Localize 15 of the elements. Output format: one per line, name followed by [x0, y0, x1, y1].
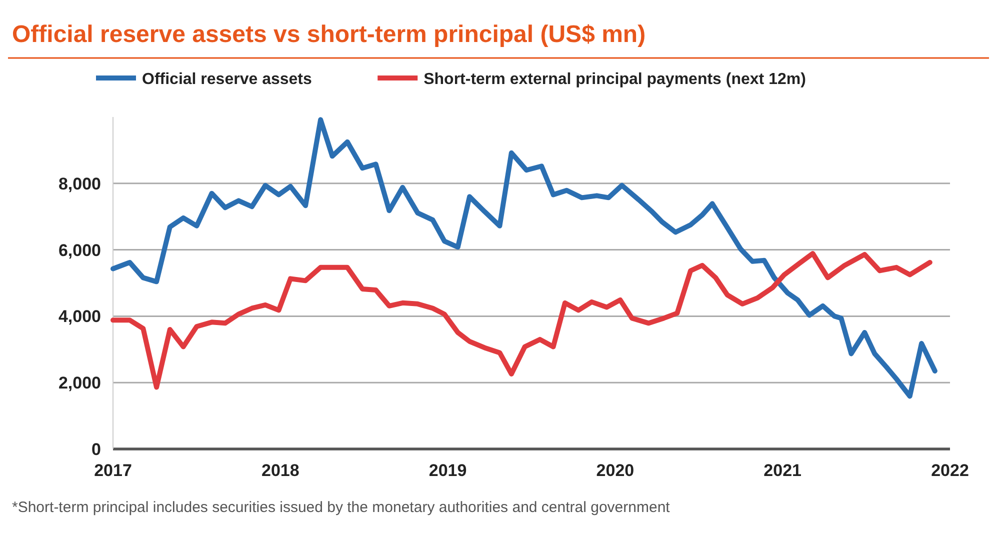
text: *Short-term principal includes securities issued by the monetary authorities and central government	[12, 499, 671, 516]
x-tick-label: 2022	[931, 461, 969, 480]
x-tick-label: 2019	[428, 461, 467, 480]
chart-title: Official reserve assets vs short-term principal (US$ mn)	[12, 21, 646, 48]
legend-label: Short-term external principal payments (next 12m)	[424, 71, 806, 88]
x-tick-label: 2018	[261, 461, 300, 480]
y-tick-label: 6,000	[58, 240, 101, 260]
legend-label: Official reserve assets	[142, 71, 312, 88]
y-tick-label: 0	[92, 440, 101, 459]
x-tick-label: 2021	[764, 461, 802, 480]
y-tick-label: 2,000	[58, 374, 101, 393]
y-tick-label: 8,000	[58, 174, 101, 194]
y-tick-label: 4,000	[58, 307, 101, 326]
x-tick-label: 2020	[596, 461, 634, 480]
x-tick-label: 2017	[94, 461, 132, 480]
